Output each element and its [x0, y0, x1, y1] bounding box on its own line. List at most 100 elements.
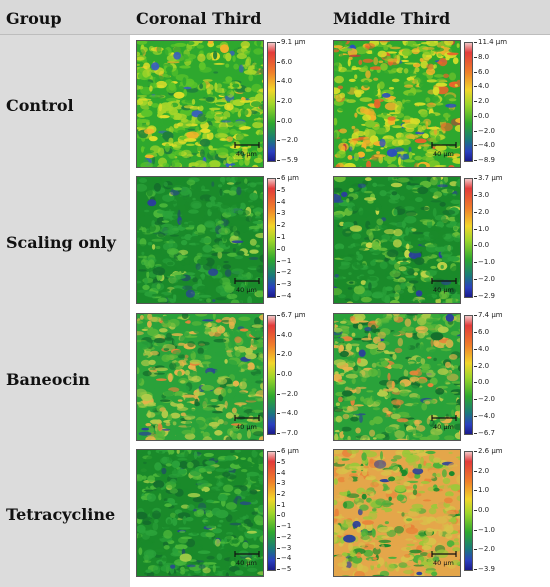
color-scale-tick-label: −2: [276, 268, 292, 277]
color-scale-tick-label: 2.6 µm: [474, 447, 503, 455]
header-group: Group: [6, 9, 62, 28]
scale-bar-label: 40 µm: [236, 150, 257, 158]
color-scale-tick-label: −2.0: [277, 389, 298, 398]
surface-height-map: 40 µm: [333, 176, 461, 304]
map-panel: 40 µm 6 µm 5 4 3 2 1 0 −1 −2 −3 −4 −5: [136, 447, 326, 579]
color-scale-tick-label: 6.0: [473, 327, 490, 336]
color-scale-tick-label: 7.4 µm: [474, 311, 503, 319]
color-scale-tick-label: 2.0: [473, 97, 490, 105]
height-color-scale: [464, 178, 473, 298]
group-label-tetracycline: Tetracycline: [6, 505, 116, 524]
scale-bar-label: 40 µm: [236, 423, 257, 431]
color-scale-tick-label: −2: [276, 532, 292, 541]
color-scale-tick-label: 4: [276, 468, 286, 477]
scale-bar-label: 40 µm: [433, 150, 454, 158]
color-scale-tick-label: 2.0: [473, 207, 490, 216]
header-middle-third: Middle Third: [333, 9, 451, 28]
color-scale-tick-label: −3: [276, 543, 292, 552]
map-panel: 40 µm 2.6 µm 2.0 1.0 0.0 −1.0 −2.0 −3.9: [333, 447, 523, 579]
color-scale-tick-label: 0.0: [276, 116, 293, 125]
color-scale-tick-label: 3.0: [473, 190, 490, 199]
color-scale-tick-label: −4: [276, 554, 292, 563]
color-scale-tick-label: 3: [276, 209, 286, 218]
color-scale-tick-label: 8.0: [473, 52, 490, 61]
map-panel: 40 µm 3.7 µm 3.0 2.0 1.0 0.0 −1.0 −2.0 −2.9: [333, 175, 523, 306]
color-scale-tick-label: 1: [276, 500, 286, 509]
color-scale-tick-label: 0: [276, 511, 286, 520]
color-scale-tick-label: −3.9: [474, 565, 495, 573]
color-scale-tick-label: 2: [276, 489, 286, 498]
color-scale-tick-label: −5: [276, 565, 292, 573]
color-scale-tick-label: 0: [276, 244, 286, 253]
scale-bar-label: 40 µm: [236, 559, 257, 567]
color-scale-tick-label: −1: [276, 522, 292, 531]
color-scale-tick-label: 6 µm: [277, 174, 299, 182]
group-label-baneocin: Baneocin: [6, 370, 90, 389]
color-scale-tick-label: 4.0: [276, 330, 293, 339]
color-scale-tick-label: −4.0: [277, 409, 298, 418]
color-scale-tick-label: −3: [276, 280, 292, 289]
color-scale-tick-label: 0.0: [473, 378, 490, 387]
height-color-scale: [267, 42, 276, 162]
color-scale-tick-label: 0.0: [473, 241, 490, 250]
surface-height-map: 40 µm: [333, 313, 461, 441]
surface-height-map: 40 µm: [333, 449, 461, 577]
color-scale-tick-label: 2.0: [276, 350, 293, 359]
header-coronal-third: Coronal Third: [136, 9, 262, 28]
height-color-scale: [464, 42, 473, 162]
color-scale-tick-label: 0.0: [473, 506, 490, 514]
color-scale-tick-label: −1.0: [474, 525, 495, 534]
map-panel: 40 µm 9.1 µm 6.0 4.0 2.0 0.0 −2.0 −5.9: [136, 38, 326, 170]
map-panel: 40 µm 7.4 µm 6.0 4.0 2.0 0.0 −2.0 −4.0 −6.7: [333, 311, 523, 443]
color-scale-tick-label: 4.0: [276, 77, 293, 86]
color-scale-tick-label: 1.0: [473, 224, 490, 233]
color-scale-tick-label: −7.0: [277, 429, 298, 437]
color-scale-tick-label: 4.0: [473, 82, 490, 91]
color-scale-tick-label: 0.0: [473, 111, 490, 120]
color-scale-tick-label: −1: [276, 256, 292, 265]
color-scale-tick-label: −4.0: [474, 412, 495, 421]
color-scale-tick-label: 0.0: [276, 370, 293, 378]
height-color-scale: [267, 451, 276, 571]
color-scale-tick-label: 11.4 µm: [473, 38, 508, 46]
color-scale-tick-label: 5: [276, 457, 286, 466]
height-color-scale: [267, 315, 276, 435]
color-scale-tick-label: 6.0: [473, 67, 490, 76]
color-scale-tick-label: 2.0: [473, 466, 490, 475]
group-column: [0, 35, 130, 587]
color-scale-tick-label: 2.0: [276, 97, 293, 105]
color-scale-tick-label: −4.0: [474, 141, 495, 150]
color-scale-tick-label: −2.0: [474, 275, 495, 284]
color-scale-tick-label: 6.7 µm: [277, 311, 306, 319]
surface-height-map: 40 µm: [333, 40, 461, 168]
group-label-control: Control: [6, 96, 74, 115]
color-scale-tick-label: 1: [276, 233, 286, 241]
color-scale-tick-label: −2.0: [277, 136, 298, 145]
color-scale-tick-label: 2: [276, 221, 286, 230]
group-label-scaling-only: Scaling only: [6, 233, 116, 252]
scale-bar-label: 40 µm: [433, 559, 454, 567]
color-scale-tick-label: −2.0: [474, 395, 495, 404]
table-header: Group Coronal Third Middle Third: [0, 0, 550, 35]
color-scale-tick-label: 3: [276, 479, 286, 488]
height-color-scale: [464, 315, 473, 435]
height-color-scale: [464, 451, 473, 571]
color-scale-tick-label: −2.9: [474, 292, 495, 300]
color-scale-tick-label: −2.0: [474, 126, 495, 135]
color-scale-tick-label: 6 µm: [277, 447, 299, 455]
color-scale-tick-label: −4: [276, 292, 292, 300]
surface-height-map: 40 µm: [136, 176, 264, 304]
color-scale-tick-label: 9.1 µm: [277, 38, 306, 46]
scale-bar-label: 40 µm: [433, 286, 454, 294]
height-color-scale: [267, 178, 276, 298]
color-scale-tick-label: −5.9: [277, 156, 298, 164]
color-scale-tick-label: −1.0: [474, 258, 495, 267]
surface-height-map: 40 µm: [136, 313, 264, 441]
map-panel: 40 µm 6 µm 5 4 3 2 1 0 −1 −2 −3 −4: [136, 174, 326, 306]
color-scale-tick-label: 4.0: [473, 344, 490, 353]
scale-bar-label: 40 µm: [236, 286, 257, 294]
map-panel: 40 µm 11.4 µm 8.0 6.0 4.0 2.0 0.0 −2.0 −4.0 −8.9: [333, 38, 523, 170]
surface-height-map: 40 µm: [136, 40, 264, 168]
color-scale-tick-label: −2.0: [474, 545, 495, 554]
color-scale-tick-label: 1.0: [473, 486, 490, 495]
